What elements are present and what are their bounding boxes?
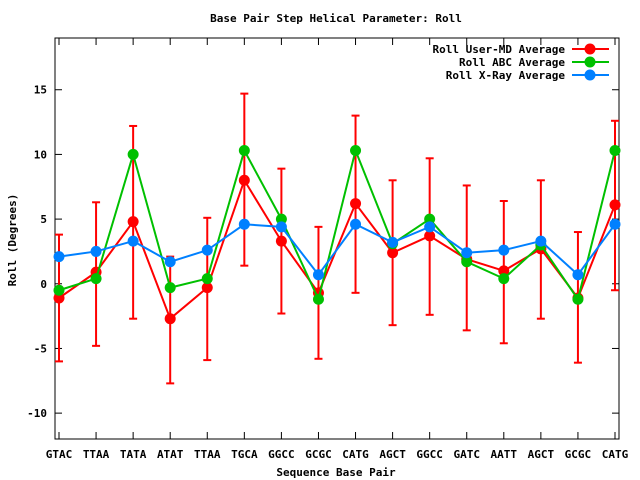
- data-point: [90, 245, 102, 257]
- data-point: [424, 230, 436, 242]
- data-point: [461, 256, 473, 268]
- x-tick-label: GGCC: [268, 448, 295, 461]
- x-tick-label: CATG: [602, 448, 629, 461]
- x-tick-label: GATC: [453, 448, 480, 461]
- chart-marks: [53, 92, 621, 385]
- series-line: [58, 147, 616, 303]
- data-point: [127, 235, 139, 247]
- data-point: [461, 247, 473, 259]
- data-point: [350, 198, 362, 210]
- data-point: [238, 218, 250, 230]
- x-tick-label: GTAC: [46, 448, 73, 461]
- data-point: [90, 273, 102, 285]
- data-point: [498, 273, 510, 285]
- x-tick-label: TGCA: [231, 448, 258, 461]
- chart-title: Base Pair Step Helical Parameter: Roll: [210, 12, 462, 25]
- legend-label: Roll User-MD Average: [433, 43, 566, 56]
- x-tick-label: CATG: [342, 448, 369, 461]
- legend-marker: [584, 43, 596, 55]
- x-tick-label: ATAT: [157, 448, 184, 461]
- data-point: [572, 269, 584, 281]
- plot-frame: [54, 37, 620, 440]
- data-point: [201, 282, 213, 294]
- data-point: [53, 292, 65, 304]
- data-point: [164, 313, 176, 325]
- data-point: [164, 282, 176, 294]
- x-tick-label: GGCC: [416, 448, 443, 461]
- x-tick-label: AGCT: [528, 448, 555, 461]
- x-tick-label: GCGC: [565, 448, 592, 461]
- data-point: [275, 235, 287, 247]
- data-point: [127, 148, 139, 160]
- data-point: [387, 247, 399, 259]
- data-point: [609, 145, 621, 157]
- data-point: [350, 218, 362, 230]
- data-point: [127, 216, 139, 228]
- axes: -10 -5 0 5 10 15 GTAC TTAA TATA ATAT TTAA TGCA GGCC G…: [27, 38, 629, 461]
- data-point: [498, 244, 510, 256]
- x-tick-label: TTAA: [83, 448, 110, 461]
- data-point: [387, 236, 399, 248]
- x-tick-label: TTAA: [194, 448, 221, 461]
- legend-label: Roll X-Ray Average: [446, 69, 566, 82]
- legend-label: Roll ABC Average: [459, 56, 565, 69]
- data-point: [275, 221, 287, 233]
- x-tick-label: AATT: [491, 448, 518, 461]
- x-axis-label: Sequence Base Pair: [276, 466, 396, 479]
- data-point: [238, 174, 250, 186]
- data-point: [53, 251, 65, 263]
- x-tick-label: TATA: [120, 448, 147, 461]
- x-tick-label: AGCT: [379, 448, 406, 461]
- data-point: [312, 269, 324, 281]
- data-point: [424, 221, 436, 233]
- data-point: [312, 293, 324, 305]
- data-point: [609, 218, 621, 230]
- y-tick-label: 15: [34, 84, 47, 97]
- data-point: [201, 244, 213, 256]
- series-line: [58, 223, 616, 277]
- data-point: [424, 213, 436, 225]
- y-tick-label: 10: [34, 148, 47, 161]
- y-tick-label: -5: [34, 342, 47, 355]
- data-point: [275, 213, 287, 225]
- data-point: [535, 235, 547, 247]
- data-point: [498, 265, 510, 277]
- x-tick-label: GCGC: [305, 448, 332, 461]
- data-point: [609, 199, 621, 211]
- data-point: [164, 256, 176, 268]
- data-point: [350, 145, 362, 157]
- y-tick-label: 5: [40, 213, 47, 226]
- y-axis-label: Roll (Degrees): [6, 194, 19, 287]
- y-tick-label: -10: [27, 407, 47, 420]
- data-point: [53, 284, 65, 296]
- data-point: [201, 273, 213, 285]
- y-tick-label: 0: [40, 278, 47, 291]
- legend-marker: [584, 56, 596, 68]
- data-point: [238, 145, 250, 157]
- legend-marker: [584, 69, 596, 81]
- data-point: [572, 293, 584, 305]
